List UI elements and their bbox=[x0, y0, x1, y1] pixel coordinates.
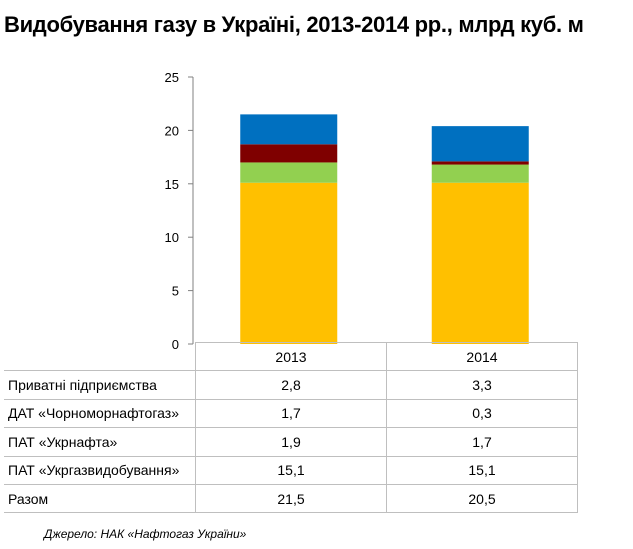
cell-2014: 15,1 bbox=[386, 455, 578, 485]
row-label: ПАТ «Укргазвидобування» bbox=[4, 455, 196, 485]
table-row-ukrnafta: ПАТ «Укрнафта» 1,9 1,7 bbox=[4, 427, 578, 457]
y-tick-label: 10 bbox=[165, 230, 179, 245]
y-tick-label: 20 bbox=[165, 123, 179, 138]
chart-title: Видобування газу в Україні, 2013-2014 рр… bbox=[4, 12, 584, 37]
cell-2013: 1,9 bbox=[195, 427, 387, 457]
row-label: Разом bbox=[4, 483, 196, 514]
y-tick-label: 15 bbox=[165, 177, 179, 192]
y-tick-label: 25 bbox=[165, 70, 179, 85]
cell-2013: 15,1 bbox=[195, 455, 387, 485]
bar-segment-2014-1 bbox=[431, 164, 529, 183]
table-header-2013: 2013 bbox=[195, 341, 387, 372]
cell-2013: 21,5 bbox=[195, 483, 387, 514]
table-row-private: Приватні підприємства 2,8 3,3 bbox=[4, 370, 578, 400]
bar-segment-2013-2 bbox=[240, 144, 338, 163]
cell-2014: 3,3 bbox=[386, 370, 578, 400]
y-tick-label: 5 bbox=[172, 284, 179, 299]
cell-2014: 1,7 bbox=[386, 427, 578, 457]
table-header-2014: 2014 bbox=[386, 341, 578, 372]
source-note: Джерело: НАК «Нафтогаз України» bbox=[44, 527, 247, 541]
bar-segment-2014-3 bbox=[431, 126, 529, 162]
bar-segment-2013-1 bbox=[240, 162, 338, 183]
table-row-chornomornaftogaz: ДАТ «Чорноморнафтогаз» 1,7 0,3 bbox=[4, 398, 578, 429]
bar-segment-2014-2 bbox=[431, 161, 529, 165]
table-row-total: Разом 21,5 20,5 bbox=[4, 483, 578, 514]
cell-2014: 20,5 bbox=[386, 483, 578, 514]
table-header-row: 2013 2014 bbox=[4, 341, 578, 372]
bar-segment-2013-0 bbox=[240, 182, 338, 344]
table-row-ukrgazvydobuvannia: ПАТ «Укргазвидобування» 15,1 15,1 bbox=[4, 455, 578, 485]
bar-segment-2014-0 bbox=[431, 182, 529, 344]
cell-2013: 1,7 bbox=[195, 398, 387, 429]
cell-2013: 2,8 bbox=[195, 370, 387, 400]
data-table: 2013 2014 Приватні підприємства 2,8 3,3 … bbox=[4, 341, 578, 514]
table-corner-cell bbox=[4, 342, 196, 371]
row-label: Приватні підприємства bbox=[4, 370, 196, 400]
row-label: ПАТ «Укрнафта» bbox=[4, 427, 196, 457]
cell-2014: 0,3 bbox=[386, 398, 578, 429]
bar-segment-2013-3 bbox=[240, 114, 338, 145]
row-label: ДАТ «Чорноморнафтогаз» bbox=[4, 398, 196, 429]
